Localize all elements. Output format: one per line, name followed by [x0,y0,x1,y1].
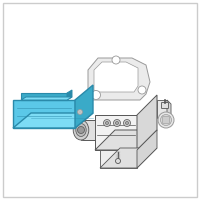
Polygon shape [13,100,75,128]
Polygon shape [21,93,67,100]
Polygon shape [157,100,167,118]
Polygon shape [88,58,150,100]
Polygon shape [167,100,171,122]
Circle shape [116,158,120,164]
Circle shape [78,110,83,114]
Circle shape [124,119,130,127]
Circle shape [75,107,85,117]
Polygon shape [67,90,72,100]
Circle shape [78,127,84,134]
Circle shape [138,86,146,94]
Circle shape [92,90,101,99]
Ellipse shape [76,123,86,136]
Polygon shape [137,130,157,168]
Circle shape [114,119,120,127]
Polygon shape [13,113,93,128]
Polygon shape [81,120,95,140]
Circle shape [112,56,120,64]
Circle shape [126,121,128,124]
Polygon shape [94,62,138,92]
Circle shape [158,112,174,128]
FancyBboxPatch shape [162,116,170,123]
Polygon shape [95,130,157,150]
Circle shape [160,114,172,126]
Circle shape [104,119,110,127]
Circle shape [116,121,118,124]
Polygon shape [75,85,93,128]
Polygon shape [137,95,157,150]
Circle shape [79,111,81,113]
Polygon shape [21,97,72,100]
FancyBboxPatch shape [162,102,168,108]
Ellipse shape [73,120,89,140]
Polygon shape [100,148,157,168]
Circle shape [106,121,108,124]
Polygon shape [95,115,137,150]
Polygon shape [100,150,137,168]
